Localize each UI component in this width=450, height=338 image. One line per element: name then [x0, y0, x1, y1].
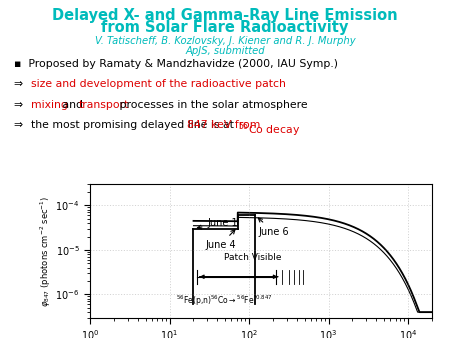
Text: size and development of the radioactive patch: size and development of the radioactive …: [31, 79, 285, 90]
Text: the most promising delayed line is at: the most promising delayed line is at: [31, 120, 237, 130]
Text: $^{56}$Fe(p,n)$^{56}$Co$\rightarrow$$^{56}$Fe$^{*0.847}$: $^{56}$Fe(p,n)$^{56}$Co$\rightarrow$$^{5…: [176, 293, 272, 308]
Text: processes in the solar atmosphere: processes in the solar atmosphere: [116, 100, 308, 110]
Text: 847 keV from: 847 keV from: [187, 120, 264, 130]
Text: ▪  Proposed by Ramaty & Mandzhavidze (2000, IAU Symp.): ▪ Proposed by Ramaty & Mandzhavidze (200…: [14, 59, 338, 69]
Text: ApJS, submitted: ApJS, submitted: [185, 46, 265, 56]
Text: V. Tatischeff, B. Kozlovsky, J. Kiener and R. J. Murphy: V. Tatischeff, B. Kozlovsky, J. Kiener a…: [94, 36, 356, 46]
Text: June 1: June 1: [198, 218, 238, 229]
Text: ⇒: ⇒: [14, 100, 22, 110]
Text: Delayed X- and Gamma-Ray Line Emission: Delayed X- and Gamma-Ray Line Emission: [52, 8, 398, 23]
Text: $^{56}$Co decay: $^{56}$Co decay: [238, 120, 300, 139]
Text: June 6: June 6: [258, 218, 289, 237]
Y-axis label: $\varphi_{847}$ (photons cm$^{-2}$ sec$^{-1}$): $\varphi_{847}$ (photons cm$^{-2}$ sec$^…: [38, 195, 53, 307]
Text: ⇒: ⇒: [14, 79, 22, 90]
Text: June 4: June 4: [205, 230, 236, 250]
Text: mixing: mixing: [31, 100, 68, 110]
Text: transport: transport: [79, 100, 130, 110]
Text: Patch Visible: Patch Visible: [224, 252, 281, 262]
Text: and: and: [59, 100, 87, 110]
Text: from Solar Flare Radioactivity: from Solar Flare Radioactivity: [101, 20, 349, 35]
Text: ⇒: ⇒: [14, 120, 22, 130]
